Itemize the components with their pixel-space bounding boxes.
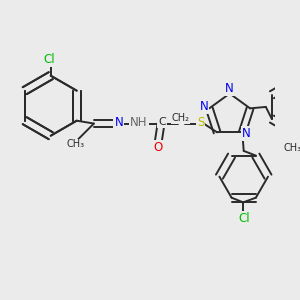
Text: N: N <box>200 100 208 113</box>
Text: CH₂: CH₂ <box>172 113 190 123</box>
Text: N: N <box>225 82 234 95</box>
Text: Cl: Cl <box>44 53 55 66</box>
Text: CH₃: CH₃ <box>284 143 300 153</box>
Text: S: S <box>197 116 204 130</box>
Text: NH: NH <box>130 116 148 129</box>
Text: O: O <box>154 141 163 154</box>
Text: CH₃: CH₃ <box>67 140 85 149</box>
Text: Cl: Cl <box>238 212 250 225</box>
Text: N: N <box>114 116 123 129</box>
Text: N: N <box>242 127 251 140</box>
Text: C: C <box>158 117 166 127</box>
